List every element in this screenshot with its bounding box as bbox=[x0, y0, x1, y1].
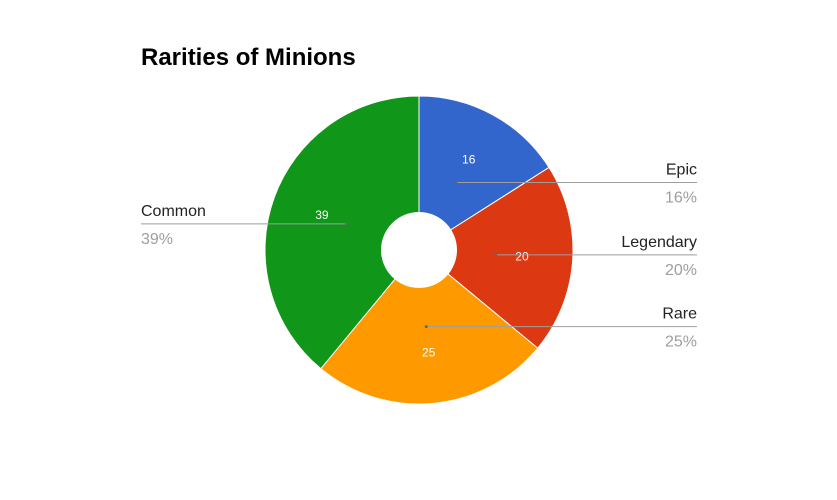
chart-title: Rarities of Minions bbox=[141, 44, 356, 71]
legend-percent-legendary: 20% bbox=[665, 262, 697, 279]
legend-name-common: Common bbox=[141, 203, 206, 220]
value-label-rare: 25 bbox=[422, 346, 436, 360]
donut-hole bbox=[381, 212, 457, 288]
slice-epic bbox=[418, 95, 550, 251]
leader-dot-legendary bbox=[494, 253, 498, 257]
legend-name-legendary: Legendary bbox=[621, 234, 697, 251]
value-label-common: 39 bbox=[315, 208, 329, 222]
leader-dot-common bbox=[345, 222, 349, 226]
legend-percent-epic: 16% bbox=[665, 190, 697, 207]
leader-dot-rare bbox=[424, 325, 428, 329]
legend-name-rare: Rare bbox=[662, 306, 697, 323]
value-label-epic: 16 bbox=[462, 153, 476, 167]
legend-percent-rare: 25% bbox=[665, 334, 697, 351]
legend-name-epic: Epic bbox=[666, 162, 697, 179]
slice-legendary bbox=[418, 166, 574, 349]
slice-common bbox=[264, 95, 420, 370]
leader-dot-epic bbox=[454, 181, 458, 185]
value-label-legendary: 20 bbox=[515, 249, 529, 263]
legend-percent-common: 39% bbox=[141, 231, 173, 248]
